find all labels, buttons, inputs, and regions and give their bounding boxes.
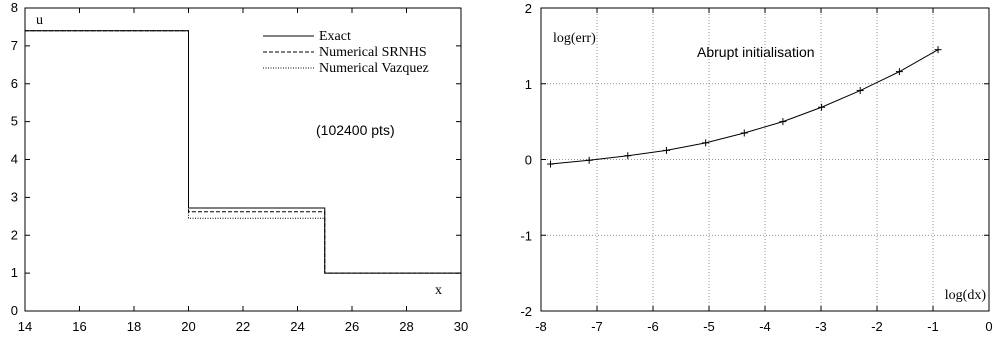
right-y-tick-label: -1 <box>520 228 532 243</box>
left-y-tick-label: 3 <box>11 189 18 204</box>
data-point <box>547 160 555 168</box>
left-y-tick-label: 1 <box>11 265 18 280</box>
right-x-tick-label: -1 <box>927 319 939 334</box>
right-y-tick-label: -2 <box>520 304 532 319</box>
left-series-line <box>25 30 461 274</box>
left-y-tick-label: 4 <box>11 152 18 167</box>
right-y-tick-label: 0 <box>525 153 532 168</box>
right-series <box>547 46 942 168</box>
data-point <box>624 152 632 160</box>
right-x-tick-label: -2 <box>871 319 883 334</box>
right-series-line <box>550 49 939 165</box>
left-plot-frame <box>24 7 462 312</box>
legend-entry: Numerical SRNHS <box>319 45 427 60</box>
data-point <box>818 103 826 111</box>
left-x-tick-label: 26 <box>345 319 359 334</box>
left-x-tick-label: 24 <box>290 319 304 334</box>
left-y-axis-label: u <box>36 13 43 28</box>
left-annotation: (102400 pts) <box>316 122 395 138</box>
left-series <box>25 30 461 274</box>
right-x-tick-label: -6 <box>647 319 659 334</box>
right-tick-labels: -8 -7 -6 -5 -4 -3 -2 -1 0 -2 -1 0 1 2 <box>520 1 992 334</box>
right-x-tick-label: 0 <box>985 319 992 334</box>
left-x-tick-label: 16 <box>72 319 86 334</box>
right-grid <box>541 8 989 311</box>
data-point <box>662 146 670 154</box>
right-y-tick-label: 2 <box>525 1 532 16</box>
right-x-axis-label: log(dx) <box>945 288 987 303</box>
right-x-tick-label: -5 <box>703 319 715 334</box>
legend-entry: Numerical Vazquez <box>319 61 429 76</box>
right-plot-frame <box>540 7 990 312</box>
data-point <box>585 156 593 164</box>
right-y-tick-label: 1 <box>525 77 532 92</box>
right-x-tick-label: -3 <box>815 319 827 334</box>
right-x-tick-label: -8 <box>535 319 547 334</box>
left-y-tick-label: 7 <box>11 38 18 53</box>
chart-right: -8 -7 -6 -5 -4 -3 -2 -1 0 -2 -1 0 1 2 log(err) log(dx… <box>520 1 992 334</box>
left-x-tick-label: 28 <box>399 319 413 334</box>
left-x-tick-label: 14 <box>18 319 32 334</box>
left-y-tick-label: 0 <box>11 303 18 318</box>
data-point <box>740 129 748 137</box>
data-point <box>895 68 903 76</box>
left-y-tick-label: 5 <box>11 114 18 129</box>
left-tick-labels: 14 16 18 20 22 24 26 28 30 0 1 2 3 4 5 6 7 8 <box>11 0 468 334</box>
left-x-tick-label: 30 <box>454 319 468 334</box>
legend-entry: Exact <box>319 29 351 44</box>
right-x-tick-label: -7 <box>591 319 603 334</box>
left-y-tick-label: 2 <box>11 227 18 242</box>
left-x-axis-label: x <box>435 283 442 298</box>
right-y-axis-label: log(err) <box>553 31 596 46</box>
left-x-tick-label: 20 <box>181 319 195 334</box>
data-point <box>779 118 787 126</box>
right-annotation: Abrupt initialisation <box>697 44 815 60</box>
left-x-tick-label: 18 <box>127 319 141 334</box>
data-point <box>934 46 942 54</box>
left-y-tick-label: 8 <box>11 0 18 15</box>
data-point <box>856 87 864 95</box>
data-point <box>702 139 710 147</box>
left-x-tick-label: 22 <box>236 319 250 334</box>
right-x-tick-label: -4 <box>759 319 771 334</box>
left-y-tick-label: 6 <box>11 76 18 91</box>
